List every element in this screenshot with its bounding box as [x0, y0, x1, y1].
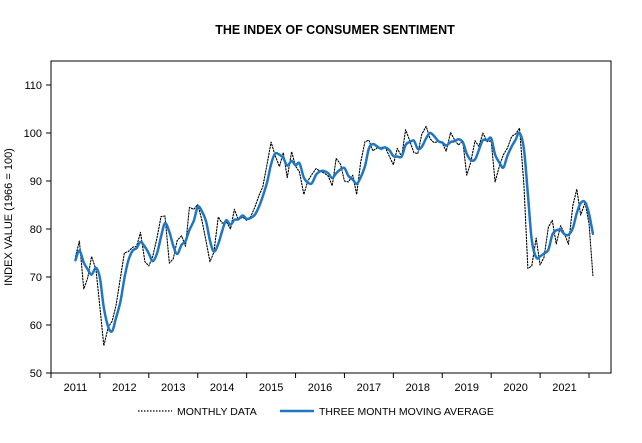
x-tick-label-2017: 2017	[357, 382, 381, 394]
y-tick-label-60: 60	[30, 320, 42, 332]
x-axis-ticks: 2011 2012 2013 2014 2015 2016 2017 2018 2019 2020…	[50, 373, 590, 394]
x-tick-label-2011: 2011	[64, 382, 88, 394]
series-line-monthly	[74, 125, 594, 347]
y-axis-label: INDEX VALUE (1966 = 100)	[3, 148, 15, 286]
y-tick-label-100: 100	[24, 128, 42, 140]
y-tick-label-80: 80	[30, 224, 42, 236]
x-tick-label-2021: 2021	[552, 382, 576, 394]
x-tick-label-2013: 2013	[161, 382, 185, 394]
y-tick-label-50: 50	[30, 368, 42, 380]
x-tick-label-2014: 2014	[210, 382, 234, 394]
x-tick-label-2016: 2016	[308, 382, 332, 394]
x-tick-label-2019: 2019	[454, 382, 478, 394]
y-tick-label-90: 90	[30, 176, 42, 188]
y-axis-ticks: 50 60 70 80 90 100 110	[24, 80, 51, 380]
x-tick-label-2015: 2015	[259, 382, 283, 394]
chart-title: THE INDEX OF CONSUMER SENTIMENT	[215, 23, 455, 37]
x-tick-label-2018: 2018	[406, 382, 430, 394]
y-tick-label-70: 70	[30, 272, 42, 284]
plot-frame	[50, 60, 612, 374]
y-tick-label-110: 110	[24, 80, 42, 92]
x-tick-label-2012: 2012	[112, 382, 136, 394]
legend-label-moving-average: THREE MONTH MOVING AVERAGE	[319, 406, 494, 418]
series-line-moving-average	[74, 131, 595, 333]
x-tick-label-2020: 2020	[503, 382, 527, 394]
legend-label-monthly: MONTHLY DATA	[177, 406, 257, 418]
series-group	[74, 125, 595, 347]
legend: MONTHLY DATA THREE MONTH MOVING AVERAGE	[138, 406, 494, 418]
